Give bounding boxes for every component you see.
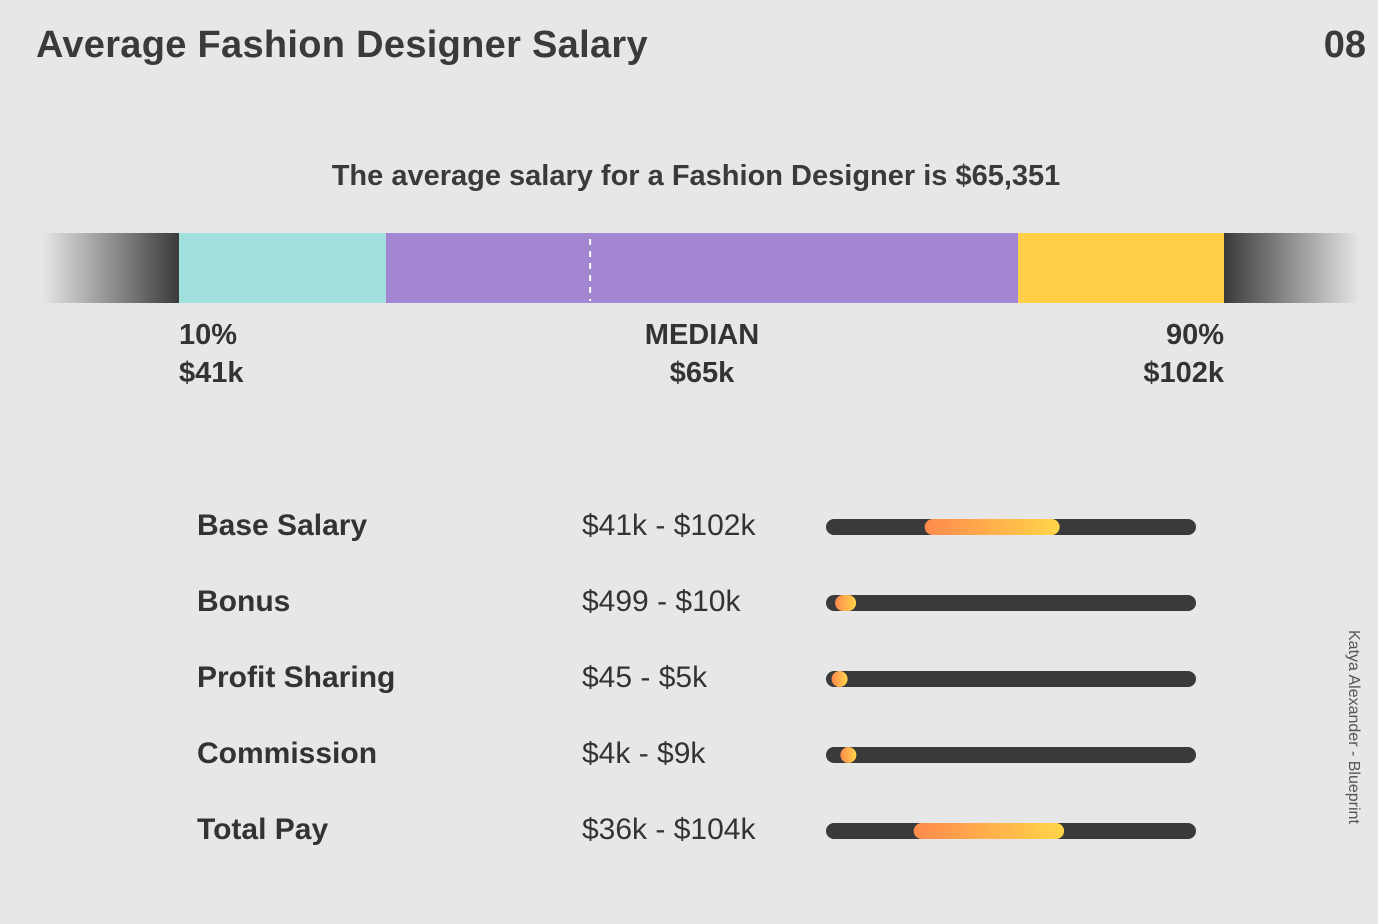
page-title: Average Fashion Designer Salary [36,24,648,66]
range-segment-high [1018,233,1224,303]
range-fade-right [1224,233,1360,303]
salary-range-bar [42,233,1360,303]
component-bar-fill [913,823,1065,839]
component-bar-fill [831,671,848,687]
component-bar-fill [835,595,857,611]
component-bar [826,595,1196,611]
range-segment-mid [385,233,1019,303]
component-range: $45 - $5k [582,661,708,694]
marker-90-percent-label: 90% [1165,319,1224,351]
component-bar-track [826,671,1196,687]
component-bar-fill [924,519,1060,535]
marker-10-percent: 10% $41k [179,316,244,392]
component-bar-track [826,747,1196,763]
credit-text: Katya Alexander - Blueprint [1345,630,1362,824]
component-row: Total Pay $36k - $104k [0,810,1300,850]
marker-10-percent-value: $41k [179,357,244,389]
range-segment-low [179,233,386,303]
component-bar [826,519,1196,535]
component-name: Total Pay [197,813,329,846]
marker-median: MEDIAN $65k [645,316,759,392]
component-row: Commission $4k - $9k [0,734,1300,774]
component-name: Profit Sharing [197,661,396,694]
marker-90-percent-value: $102k [1143,357,1224,389]
component-row: Bonus $499 - $10k [0,582,1300,622]
component-range: $499 - $10k [582,585,741,618]
marker-10-percent-label: 10% [179,319,238,351]
component-bar [826,823,1196,839]
component-range: $4k - $9k [582,737,706,770]
marker-90-percent: 90% $102k [1143,316,1224,392]
component-range: $41k - $102k [582,509,756,542]
component-row: Base Salary $41k - $102k [0,506,1300,546]
page-number: 08 [1323,24,1366,66]
component-name: Bonus [197,585,291,618]
component-range: $36k - $104k [582,813,756,846]
chart-title: The average salary for a Fashion Designe… [331,160,1061,192]
component-name: Base Salary [197,509,368,542]
component-row: Profit Sharing $45 - $5k [0,658,1300,698]
component-bar [826,747,1196,763]
range-fade-left [42,233,179,303]
marker-median-value: $65k [669,357,735,389]
component-bar [826,671,1196,687]
component-bar-fill [840,747,857,763]
component-bar-track [826,595,1196,611]
component-name: Commission [197,737,378,770]
marker-median-label: MEDIAN [644,319,760,351]
